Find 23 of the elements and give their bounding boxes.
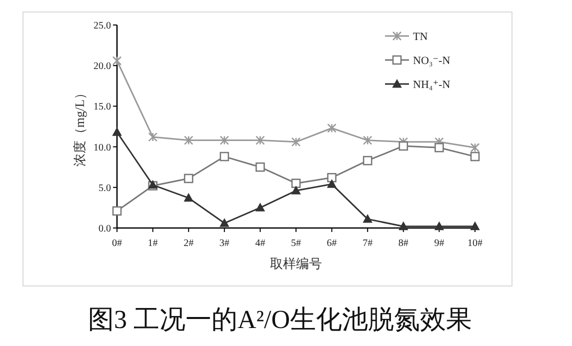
x-tick-label: 1# [148,238,158,249]
y-tick-label: 10.0 [94,142,111,154]
y-tick-label: 5.0 [98,182,111,194]
x-tick-label: 10# [468,238,482,249]
x-tick-label: 7# [362,238,373,249]
x-tick-label: 4# [255,238,266,249]
x-tick-label: 9# [434,238,444,249]
x-tick-label: 0# [112,238,122,249]
caption: 图3 工况一的A²/O生化池脱氮效果 [88,305,472,334]
x-tick-label: 2# [184,238,194,249]
y-tick-label: 25.0 [94,20,111,32]
x-tick-label: 3# [219,238,230,249]
y-tick-label: 0.0 [98,224,111,234]
x-tick-label: 8# [398,238,408,249]
legend-label: NH₄⁺-N [413,79,450,91]
legend-label: NO₃⁻-N [413,55,450,67]
y-tick-label: 15.0 [94,102,111,113]
x-axis-title: 取样编号 [270,256,322,271]
y-axis-title: 浓度（mg/L） [72,86,87,167]
x-tick-label: 6# [326,238,337,249]
y-tick-label: 20.0 [94,61,111,72]
x-tick-label: 5# [291,238,301,249]
legend-label: TN [413,31,428,43]
